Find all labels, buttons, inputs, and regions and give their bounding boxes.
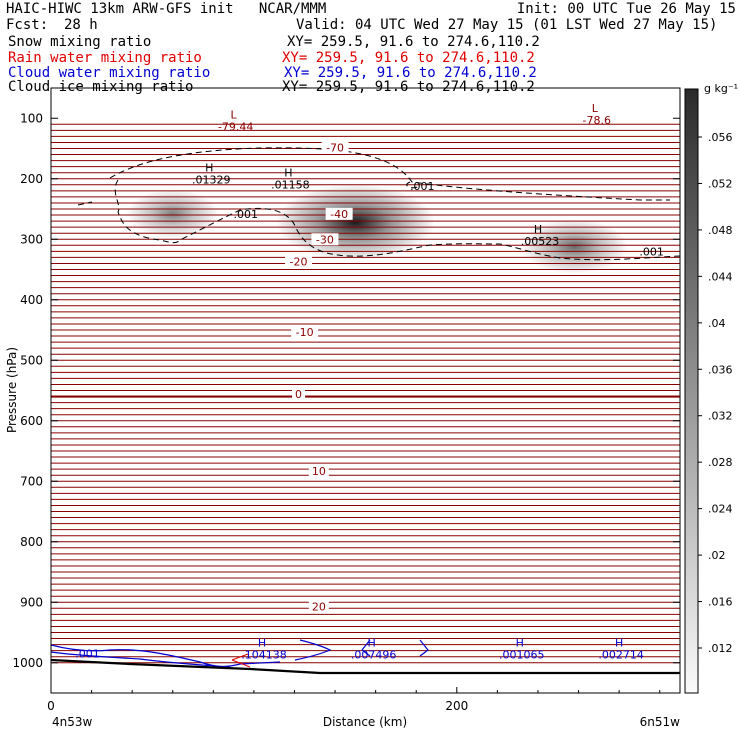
extremum-value: .01329 xyxy=(192,173,231,186)
colorbar-label: .044 xyxy=(708,270,733,283)
cloud-water-contour-label: .001 xyxy=(75,648,100,661)
colorbar-label: .052 xyxy=(708,177,733,190)
colorbar-unit: g kg⁻¹ xyxy=(704,82,738,95)
field-rain-name: Rain water mixing ratio xyxy=(8,50,202,66)
extremum-value: -79.44 xyxy=(218,120,253,133)
y-tick-label: 900 xyxy=(20,595,43,609)
header-init: Init: 00 UTC Tue 26 May 15 xyxy=(516,1,736,17)
temperature-label: -10 xyxy=(296,326,314,339)
temperature-label: 20 xyxy=(312,600,326,613)
field-rain-xy: XY= 259.5, 91.6 to 274.6,110.2 xyxy=(282,50,535,66)
cloud-water-contour xyxy=(51,639,429,668)
extremum-value: .001065 xyxy=(499,648,545,661)
high-marker: H xyxy=(284,166,292,179)
y-tick-label: 700 xyxy=(20,474,43,488)
temperature-label: -20 xyxy=(290,256,308,269)
extremum-value: -78.6 xyxy=(583,114,611,127)
temperature-label: 0 xyxy=(295,388,302,401)
temperature-label: 10 xyxy=(312,465,326,478)
ice-contour-label: .001 xyxy=(410,180,435,193)
temperature-label-bg xyxy=(321,141,349,154)
terrain-surface xyxy=(50,658,680,675)
header-fcst-value: 28 h xyxy=(64,17,98,33)
extremum-value: .007496 xyxy=(351,648,397,661)
colorbar-label: .024 xyxy=(708,503,733,516)
colorbar-label: .016 xyxy=(708,596,733,609)
extremum-value: .002714 xyxy=(598,648,644,661)
high-marker: H xyxy=(534,223,542,236)
header-title: HAIC-HIWC 13km ARW-GFS init NCAR/MMM xyxy=(6,1,327,17)
y-tick-label: 300 xyxy=(20,232,43,246)
temperature-label-bg xyxy=(308,464,329,477)
field-ice-name: Cloud ice mixing ratio xyxy=(8,79,194,95)
ice-contour-label: .001 xyxy=(639,245,664,258)
extremum-value: .104138 xyxy=(241,648,287,661)
cloud-ice-contour xyxy=(77,147,680,261)
field-cloud-water-xy: XY= 259.5, 91.6 to 274.6,110.2 xyxy=(284,65,537,81)
high-marker: H xyxy=(205,161,213,174)
temperature-label-bg xyxy=(325,207,353,220)
colorbar-label: .04 xyxy=(708,317,726,330)
low-marker: L xyxy=(231,108,238,121)
x-right-label: 6n51w xyxy=(640,715,681,729)
high-marker: H xyxy=(258,636,266,649)
x-left-label: 4n53w xyxy=(52,715,93,729)
snow-maximum-0 xyxy=(126,189,220,239)
colorbar-label: .036 xyxy=(708,363,733,376)
y-tick-label: 800 xyxy=(20,535,43,549)
y-tick-label: 200 xyxy=(20,172,43,186)
temperature-label-bg xyxy=(291,325,319,338)
high-marker: H xyxy=(615,636,623,649)
extremum-value: .00523 xyxy=(521,235,560,248)
x-tick-label: 200 xyxy=(445,699,468,713)
colorbar-label: .028 xyxy=(708,456,733,469)
colorbar xyxy=(684,88,699,694)
colorbar-label: .056 xyxy=(708,131,733,144)
field-snow-xy: XY= 259.5, 91.6 to 274.6,110.2 xyxy=(287,34,540,50)
field-cloud-water-name: Cloud water mixing ratio xyxy=(8,65,211,81)
high-marker: H xyxy=(516,636,524,649)
x-tick-label: 0 xyxy=(47,699,55,713)
field-ice-xy: XY= 259.5, 91.6 to 274.6,110.2 xyxy=(282,79,535,95)
field-snow-name: Snow mixing ratio xyxy=(8,34,152,50)
y-tick-label: 1000 xyxy=(12,656,43,670)
y-tick-label: 100 xyxy=(20,111,43,125)
ice-contour-label: .001 xyxy=(234,208,259,221)
rain-water-contour xyxy=(231,653,251,668)
low-marker: L xyxy=(592,102,599,115)
header-valid: Valid: 04 UTC Wed 27 May 15 (01 LST Wed … xyxy=(296,17,718,33)
y-axis-label: Pressure (hPa) xyxy=(5,347,19,433)
header-fcst-label: Fcst: xyxy=(6,17,49,33)
temperature-label-bg xyxy=(308,600,329,613)
y-tick-label: 500 xyxy=(20,353,43,367)
temperature-label: -70 xyxy=(326,141,344,154)
extremum-value: .01158 xyxy=(271,178,310,191)
temperature-label: -30 xyxy=(316,233,334,246)
colorbar-label: .032 xyxy=(708,410,733,423)
temperature-label-bg xyxy=(292,388,306,401)
y-tick-label: 400 xyxy=(20,293,43,307)
plot-frame xyxy=(50,87,681,694)
colorbar-label: .02 xyxy=(708,549,726,562)
temperature-label-bg xyxy=(285,255,313,268)
temperature-label: -40 xyxy=(330,208,348,221)
high-marker: H xyxy=(367,636,375,649)
x-axis-label: Distance (km) xyxy=(323,715,407,729)
colorbar-label: .048 xyxy=(708,224,733,237)
colorbar-label: .012 xyxy=(708,642,733,655)
y-tick-label: 600 xyxy=(20,414,43,428)
temperature-label-bg xyxy=(311,233,339,246)
